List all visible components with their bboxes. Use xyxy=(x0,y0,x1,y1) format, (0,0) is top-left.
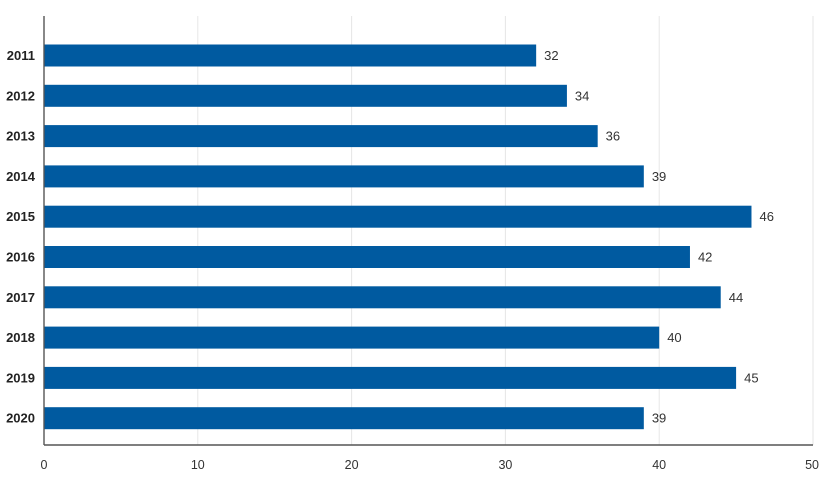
data-label: 46 xyxy=(759,209,773,224)
data-label: 42 xyxy=(698,250,712,265)
data-label: 32 xyxy=(544,48,558,63)
category-label: 2015 xyxy=(6,209,35,224)
category-label: 2020 xyxy=(6,411,35,426)
data-label: 40 xyxy=(667,330,681,345)
data-label: 39 xyxy=(652,169,666,184)
x-tick-label: 20 xyxy=(345,458,359,472)
bar-2012 xyxy=(44,84,567,107)
x-tick-label: 0 xyxy=(41,458,48,472)
bar-2017 xyxy=(44,286,721,309)
data-label: 36 xyxy=(606,129,620,144)
x-tick-label: 50 xyxy=(805,458,819,472)
axes xyxy=(43,16,813,446)
bar-2014 xyxy=(44,165,644,188)
bar-2019 xyxy=(44,366,737,389)
x-tick-label: 10 xyxy=(191,458,205,472)
bar-2015 xyxy=(44,205,752,228)
category-label: 2019 xyxy=(6,370,35,385)
data-label: 39 xyxy=(652,411,666,426)
data-label: 44 xyxy=(729,290,743,305)
bar-2013 xyxy=(44,125,598,148)
bar-2020 xyxy=(44,407,644,430)
category-label: 2011 xyxy=(7,48,35,63)
category-label: 2012 xyxy=(6,88,35,103)
labels: 0 10 20 30 40 50 2011 32 2012 34 2013 36 2014 39 2015 4… xyxy=(6,48,819,472)
bar-2011 xyxy=(44,44,537,67)
category-label: 2016 xyxy=(6,250,35,265)
bar-2018 xyxy=(44,326,660,349)
category-label: 2014 xyxy=(6,169,36,184)
x-tick-label: 40 xyxy=(652,458,666,472)
data-label: 34 xyxy=(575,88,589,103)
category-label: 2018 xyxy=(6,330,35,345)
category-label: 2017 xyxy=(6,290,35,305)
bar-2016 xyxy=(44,246,690,268)
category-label: 2013 xyxy=(6,129,35,144)
x-tick-label: 30 xyxy=(498,458,512,472)
data-label: 45 xyxy=(744,370,758,385)
bars xyxy=(44,44,752,430)
